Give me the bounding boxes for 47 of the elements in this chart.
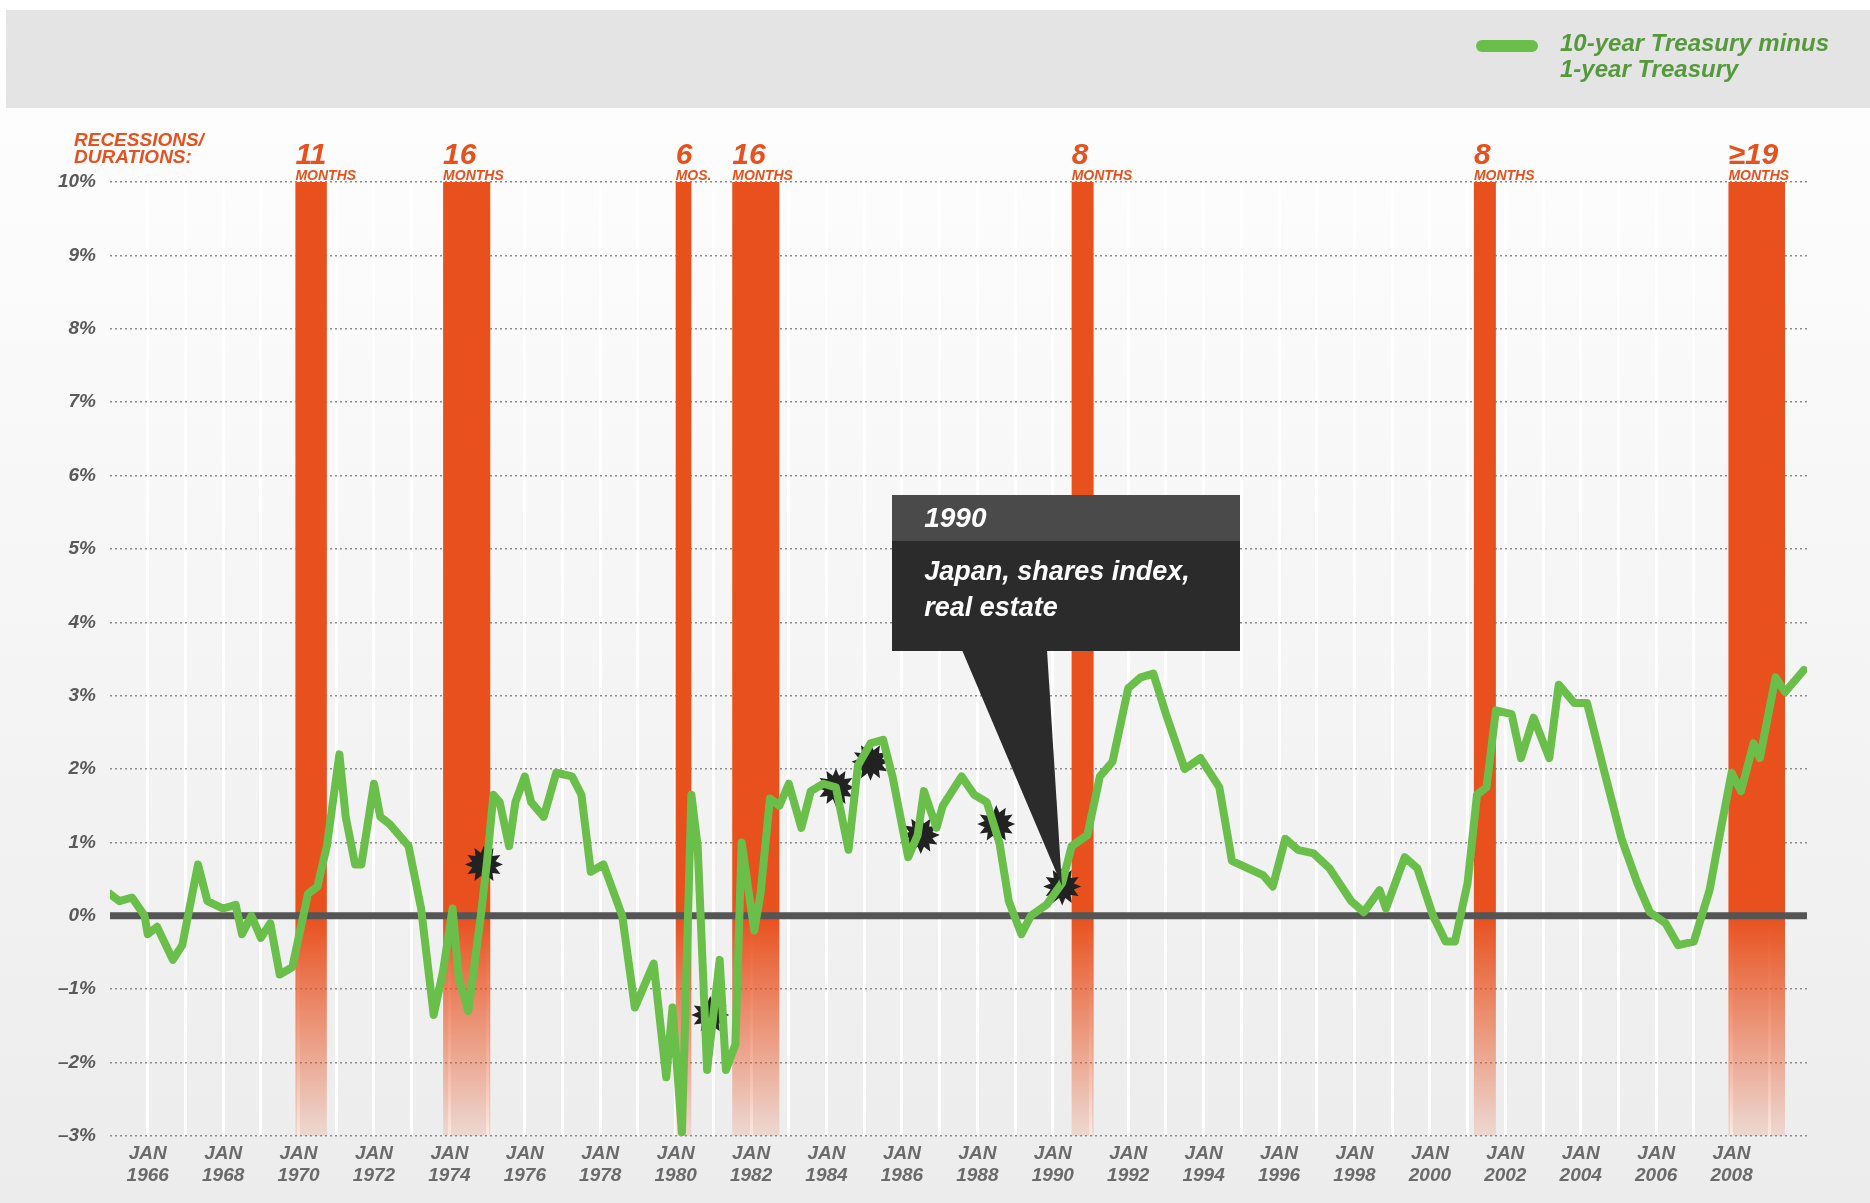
band-label: 16 MONTHS [443,137,505,183]
x-tick-label: JAN 2004 [1558,1141,1603,1186]
y-tick-label: 10% [57,170,97,192]
y-tick-label: 9% [68,243,97,265]
x-tick-label: JAN 1972 [352,1141,396,1186]
annotation: 1990 [892,495,1241,542]
y-tick-label: 2% [67,757,97,779]
y-tick-label: 3% [68,683,97,705]
x-tick-label: JAN 1986 [880,1141,924,1186]
band-label: 16 MONTHS [732,137,794,183]
x-tick-label: JAN 1982 [729,1141,773,1186]
legend-label: 10-year Treasury minus 1-year Treasury [1560,29,1831,82]
x-tick-label: JAN 2008 [1709,1141,1754,1186]
x-tick-label: JAN 2006 [1634,1141,1678,1186]
band-label: 6 MOS. [675,137,712,183]
band-label: 8 MONTHS [1071,137,1133,183]
x-tick-label: JAN 2002 [1483,1141,1527,1186]
x-tick-label: JAN 1990 [1031,1141,1075,1186]
text: RECESSIONS/ DURATIONS: [74,129,206,167]
x-tick-label: JAN 1978 [579,1141,622,1186]
x-tick-label: JAN 1996 [1257,1141,1301,1186]
x-tick-label: JAN 1994 [1182,1141,1226,1186]
x-tick-label: JAN 2000 [1407,1141,1452,1186]
y-tick-label: 1% [68,830,97,852]
band-label: ≥19 MONTHS [1728,137,1790,183]
x-tick-label: JAN 1992 [1107,1141,1150,1186]
x-tick-label: JAN 1970 [277,1141,321,1186]
y-tick-label: 8% [68,317,97,338]
x-tick-label: JAN 1976 [503,1141,547,1186]
y-tick-label: –3% [57,1124,97,1146]
x-tick-label: JAN 1998 [1333,1141,1377,1186]
annotation: Japan, shares index, real estate [923,555,1191,625]
x-tick-label: JAN 1966 [126,1141,170,1186]
y-tick-label: –1% [57,977,97,999]
x-tick-label: JAN 1988 [956,1141,999,1186]
y-tick-label: 0% [68,904,97,926]
y-tick-label: 6% [68,463,97,485]
band-label: 11 MONTHS [295,137,357,183]
x-tick-label: JAN 1984 [805,1141,849,1186]
y-tick-label: 4% [67,610,97,632]
y-tick-label: –2% [57,1050,97,1072]
y-tick-label: 7% [68,390,97,412]
x-tick-label: JAN 1974 [428,1141,471,1186]
x-tick-label: JAN 1980 [654,1141,698,1186]
x-tick-label: JAN 1968 [201,1141,245,1186]
y-tick-label: 5% [68,537,97,559]
band-label: 8 MONTHS [1473,137,1536,183]
